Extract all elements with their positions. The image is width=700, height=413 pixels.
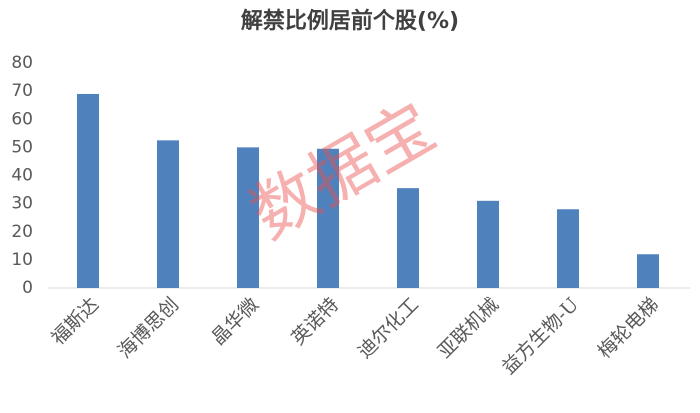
x-tick-label: 益方生物-U <box>498 294 583 379</box>
bar <box>237 147 259 288</box>
x-tick-label: 迪尔化工 <box>354 294 423 363</box>
y-tick-label: 60 <box>11 109 33 129</box>
y-tick-label: 70 <box>11 81 33 101</box>
bar <box>637 254 659 288</box>
x-tick-label: 晶华微 <box>207 294 263 350</box>
bar <box>77 93 99 288</box>
bar <box>397 188 419 288</box>
y-tick-label: 10 <box>11 250 33 270</box>
x-tick-label: 亚联机械 <box>434 294 503 363</box>
y-tick-label: 20 <box>11 222 33 242</box>
y-tick-label: 0 <box>22 278 33 298</box>
bar <box>477 200 499 288</box>
chart-title: 解禁比例居前个股(%) <box>241 8 459 34</box>
x-tick-label: 海博思创 <box>114 294 183 363</box>
x-tick-label: 英诺特 <box>287 294 343 350</box>
bar <box>317 148 339 288</box>
y-tick-label: 50 <box>11 137 33 157</box>
x-tick-label: 福斯达 <box>47 294 103 350</box>
bar <box>557 209 579 288</box>
x-tick-label: 梅轮电梯 <box>594 294 663 363</box>
y-tick-label: 40 <box>11 166 33 186</box>
y-tick-label: 80 <box>11 53 33 73</box>
bar <box>157 140 179 288</box>
y-tick-label: 30 <box>11 194 33 214</box>
